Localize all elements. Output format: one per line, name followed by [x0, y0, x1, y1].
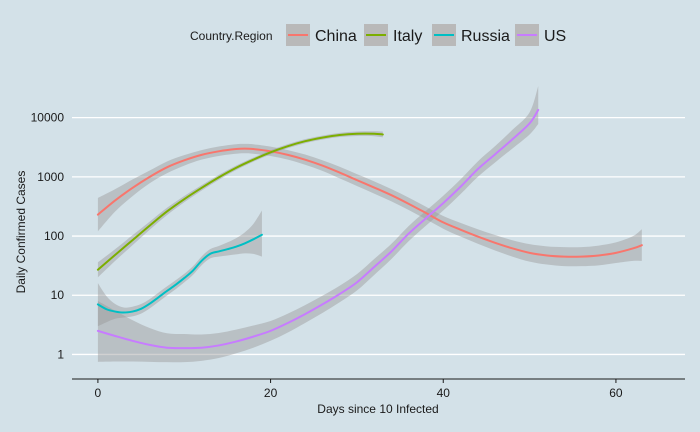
legend-title: Country.Region: [190, 29, 273, 43]
y-tick-label: 10000: [31, 111, 65, 125]
y-tick-label: 100: [44, 229, 64, 243]
x-tick-label: 0: [95, 386, 102, 400]
series-lines: [96, 108, 643, 350]
y-tick-label: 1: [57, 347, 64, 361]
legend-label-china: China: [315, 28, 357, 45]
grid: [72, 116, 685, 356]
y-tick-label: 1000: [37, 170, 64, 184]
line-italy: [96, 132, 384, 271]
x-tick-label: 20: [264, 386, 278, 400]
line-russia: [96, 233, 263, 314]
line-us: [96, 108, 540, 350]
y-tick-label: 10: [51, 288, 65, 302]
y-axis-title: Daily Confirmed Cases: [14, 171, 28, 294]
legend-label-italy: Italy: [393, 28, 422, 45]
legend-label-us: US: [544, 28, 566, 45]
band-china: [97, 143, 642, 267]
x-tick-label: 60: [609, 386, 623, 400]
band-russia: [97, 210, 262, 327]
legend-label-russia: Russia: [461, 28, 510, 45]
legend: Country.Region China Italy Russia US: [190, 24, 566, 46]
x-tick-label: 40: [437, 386, 451, 400]
line-china: [96, 147, 643, 258]
tick-labels: 1 10 100 1000 10000 0 20 40 60: [31, 111, 623, 400]
x-axis-title: Days since 10 Infected: [317, 402, 438, 416]
